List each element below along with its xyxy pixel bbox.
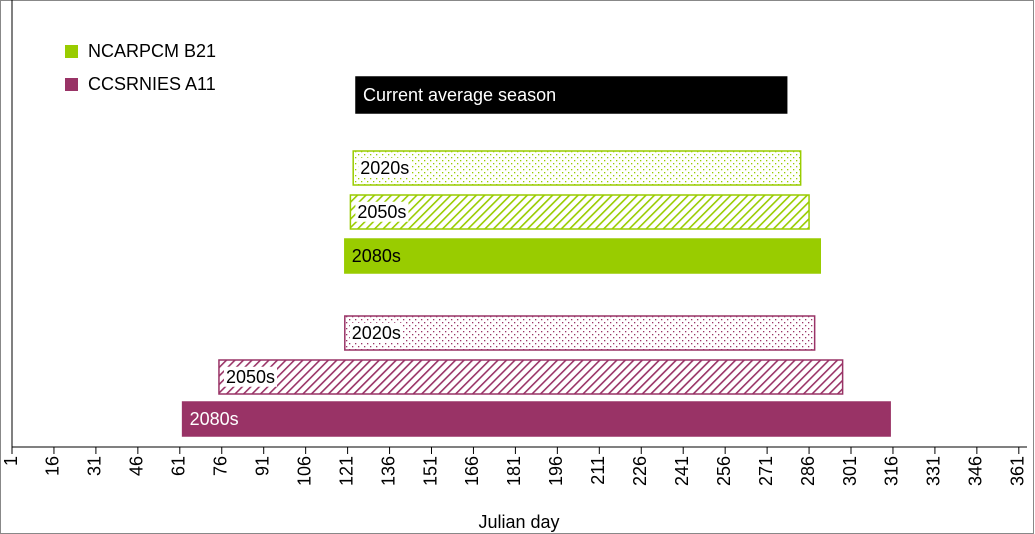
range-bar [355,76,788,114]
bar-label: 2050s [226,367,275,387]
x-tick-label: 46 [127,456,147,476]
x-tick-label: 181 [504,456,524,486]
range-bar [344,315,816,351]
range-bar [352,150,802,186]
bar-label-bg [358,157,412,178]
x-tick-label: 211 [588,456,608,485]
bar-label: 2020s [352,323,401,343]
x-tick-label: 241 [672,456,692,486]
bar-label-bg [355,201,409,222]
bar-label: 2050s [357,202,406,222]
bar-label-bg [349,322,403,343]
x-tick-label: 136 [378,456,398,486]
x-tick-label: 346 [966,456,986,486]
range-bar [218,359,844,395]
x-tick-label: 226 [630,456,650,486]
x-tick-label: 316 [882,456,902,486]
legend-swatch [65,78,78,91]
range-bar [344,238,821,274]
bar-label: Current average season [363,85,556,105]
range-bar [349,194,810,230]
x-tick-label: 76 [211,456,231,476]
x-tick-label: 331 [924,456,944,486]
x-tick-label: 166 [462,456,482,486]
legend-label: NCARPCM B21 [88,41,216,61]
x-tick-label: 361 [1008,456,1028,486]
x-axis-label: Julian day [478,512,559,532]
bar-label: 2020s [360,158,409,178]
bar-label: 2080s [352,246,401,266]
x-tick-label: 61 [169,456,189,476]
bar-label-bg [223,366,278,387]
x-tick-label: 121 [336,456,356,486]
x-tick-label: 91 [252,456,272,476]
x-tick-label: 256 [714,456,734,486]
x-tick-label: 151 [420,456,440,486]
range-bar [181,401,891,437]
x-tick-label: 301 [840,456,860,486]
x-tick-label: 1 [1,456,21,466]
bar-label: 2080s [190,409,239,429]
x-tick-label: 286 [798,456,818,486]
legend-swatch [65,45,78,58]
x-tick-label: 106 [294,456,314,486]
x-tick-label: 196 [546,456,566,486]
x-tick-label: 16 [43,456,63,476]
x-tick-label: 31 [85,456,105,476]
x-tick-label: 271 [756,456,776,486]
legend-label: CCSRNIES A11 [88,74,216,94]
